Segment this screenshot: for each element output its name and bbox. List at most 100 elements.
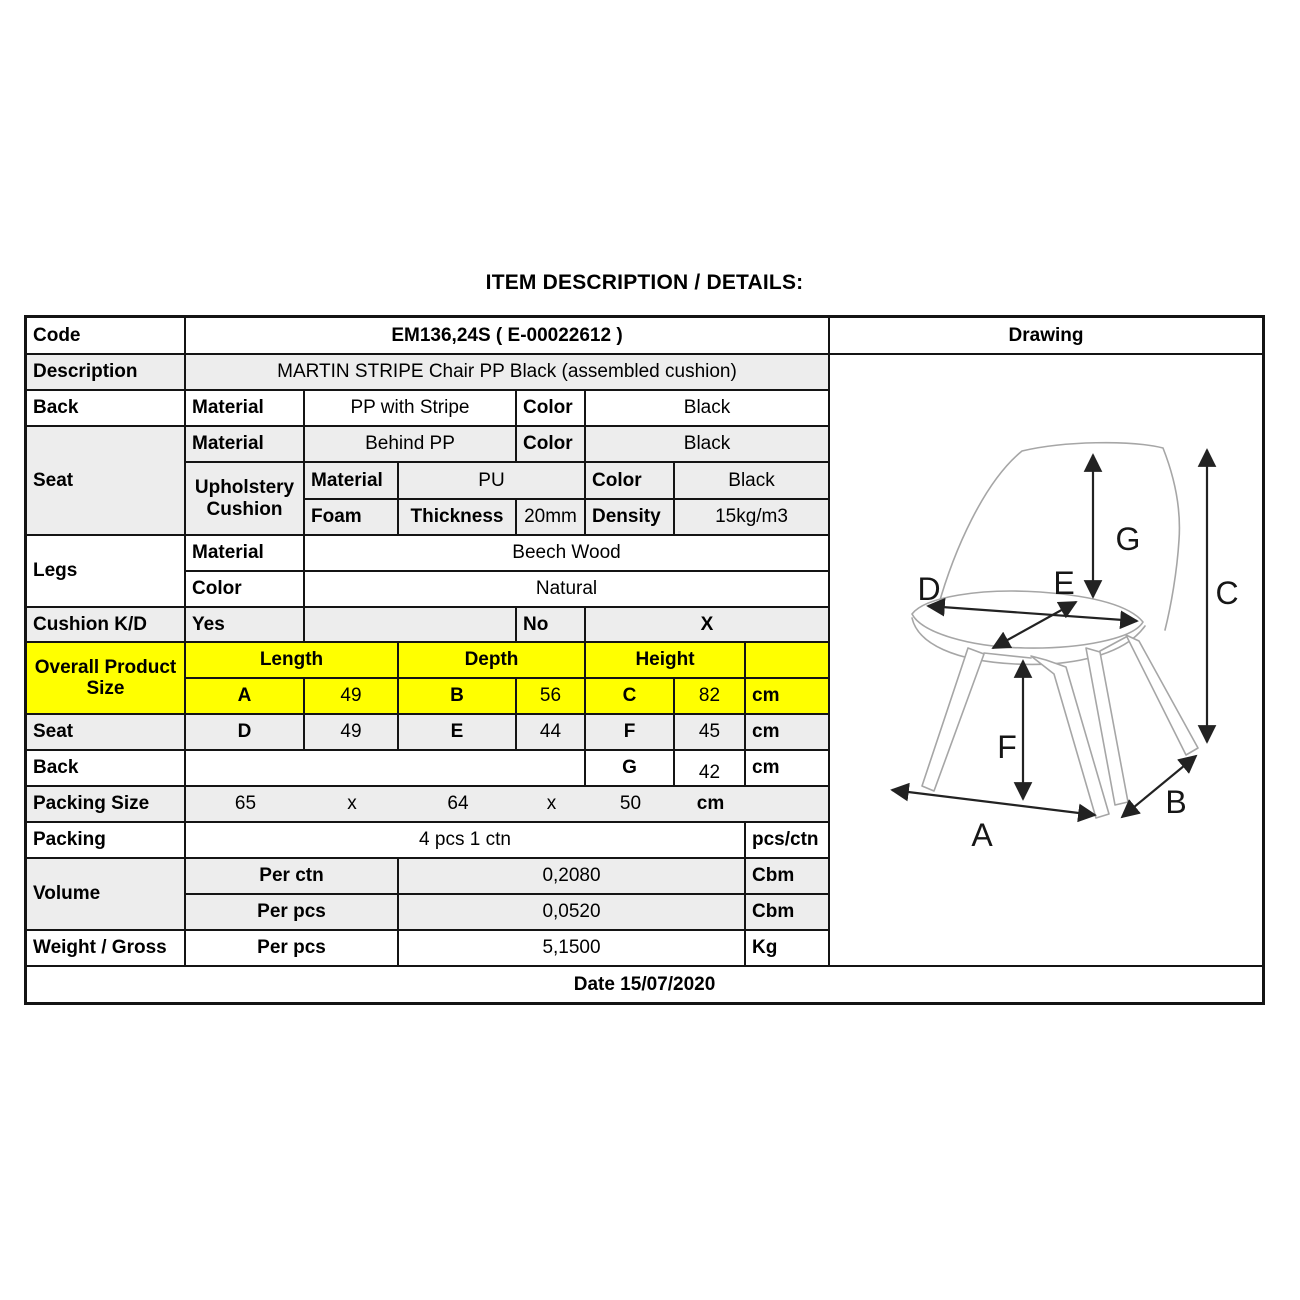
dim-g-label: G (586, 751, 675, 787)
legs-color-label: Color (186, 572, 305, 608)
overall-blank (746, 643, 830, 679)
upholstery-color-label: Color (586, 463, 675, 500)
volume-per-ctn-label: Per ctn (186, 859, 399, 895)
chair-leg-front-left (921, 647, 985, 792)
chair-leg-front-right (1030, 655, 1110, 819)
dim-c-label: C (586, 679, 675, 715)
back-dims-label: Back (27, 751, 186, 787)
packing-size-label: Packing Size (27, 787, 186, 823)
seat-behind-material-label: Material (186, 427, 305, 463)
packing-value: 4 pcs 1 ctn (186, 823, 746, 859)
back-label: Back (27, 391, 186, 427)
thickness-label: Thickness (399, 500, 517, 536)
weight-label: Weight / Gross (27, 931, 186, 967)
upholstery-material-label: Material (305, 463, 399, 500)
cushion-kd-label: Cushion K/D (27, 608, 186, 643)
overall-height-label: Height (586, 643, 746, 679)
seat-dims-unit: cm (746, 715, 830, 751)
drawing-panel: D E G C F A B (830, 355, 1262, 967)
overall-length-label: Length (186, 643, 399, 679)
dim-d-value: 49 (305, 715, 399, 751)
foam-label: Foam (305, 500, 399, 536)
drawing-label-f: F (997, 729, 1017, 765)
back-color-value: Black (586, 391, 830, 427)
chair-leg-braces (983, 636, 1127, 659)
back-color-label: Color (517, 391, 586, 427)
upholstery-color-value: Black (675, 463, 830, 500)
weight-unit: Kg (746, 931, 830, 967)
volume-label: Volume (27, 859, 186, 931)
volume-per-pcs-value: 0,0520 (399, 895, 746, 931)
upholstery-material-value: PU (399, 463, 586, 500)
dim-g-value: 42 (675, 751, 746, 787)
seat-behind-color-value: Black (586, 427, 830, 463)
volume-per-pcs-unit: Cbm (746, 895, 830, 931)
drawing-label-e: E (1053, 565, 1074, 601)
dim-b-label: B (399, 679, 517, 715)
arrow-d (926, 597, 1139, 630)
dimension-arrows (890, 448, 1217, 823)
overall-size-label: Overall Product Size (27, 643, 186, 715)
cushion-kd-yes: Yes (186, 608, 305, 643)
packing-size-x1: x (347, 793, 357, 815)
packing-size-v3: 50 (619, 793, 642, 815)
dim-c-value: 82 (675, 679, 746, 715)
page-title: ITEM DESCRIPTION / DETAILS: (485, 271, 804, 294)
overall-depth-label: Depth (399, 643, 586, 679)
packing-size-values: 65 x 64 x 50 cm (186, 787, 830, 823)
arrow-b (1120, 754, 1198, 819)
cushion-kd-blank (305, 608, 517, 643)
back-material-value: PP with Stripe (305, 391, 517, 427)
back-dims-blank (186, 751, 586, 787)
chair-leg-back-right (1125, 634, 1199, 756)
dim-d-label: D (186, 715, 305, 751)
description-value: MARTIN STRIPE Chair PP Black (assembled … (186, 355, 830, 391)
drawing-label-c: C (1215, 575, 1238, 611)
dim-a-label: A (186, 679, 305, 715)
chair-seat-cushion (911, 590, 1144, 649)
dim-e-value: 44 (517, 715, 586, 751)
volume-per-ctn-value: 0,2080 (399, 859, 746, 895)
packing-label: Packing (27, 823, 186, 859)
drawing-label-d: D (917, 571, 940, 607)
dim-a-value: 49 (305, 679, 399, 715)
seat-behind-color-label: Color (517, 427, 586, 463)
drawing-label-a: A (971, 817, 993, 853)
chair-backrest (937, 441, 1181, 631)
code-label: Code (27, 318, 186, 355)
packing-size-v2: 64 (447, 793, 469, 815)
density-label: Density (586, 500, 675, 536)
legs-material-label: Material (186, 536, 305, 572)
weight-per-pcs-value: 5,1500 (399, 931, 746, 967)
chair-drawing: D E G C F A B (890, 441, 1239, 853)
back-dims-unit: cm (746, 751, 830, 787)
drawing-label-b: B (1165, 784, 1186, 820)
dimension-labels: D E G C F A B (917, 521, 1238, 853)
packing-size-x2: x (546, 793, 557, 815)
seat-dims-label: Seat (27, 715, 186, 751)
upholstery-cushion-label: Upholstery Cushion (186, 463, 305, 536)
description-label: Description (27, 355, 186, 391)
volume-per-ctn-unit: Cbm (746, 859, 830, 895)
arrow-a (890, 782, 1097, 823)
dim-f-value: 45 (675, 715, 746, 751)
thickness-value: 20mm (517, 500, 586, 536)
legs-color-value: Natural (305, 572, 830, 608)
packing-size-v1: 65 (234, 793, 257, 815)
dim-f-label: F (586, 715, 675, 751)
dim-e-label: E (399, 715, 517, 751)
seat-label: Seat (27, 427, 186, 536)
cushion-kd-no-value: X (586, 608, 830, 643)
volume-per-pcs-label: Per pcs (186, 895, 399, 931)
drawing-label-g: G (1116, 521, 1141, 557)
spec-table: Code EM136,24S ( E-00022612 ) Descriptio… (24, 315, 1265, 1005)
dim-b-value: 56 (517, 679, 586, 715)
cushion-kd-no: No (517, 608, 586, 643)
chair-sketch (911, 441, 1199, 819)
packing-size-unit: cm (696, 793, 725, 815)
date-row: Date 15/07/2020 (27, 967, 1262, 1002)
weight-per-pcs-label: Per pcs (186, 931, 399, 967)
packing-unit: pcs/ctn (746, 823, 830, 859)
legs-material-value: Beech Wood (305, 536, 830, 572)
